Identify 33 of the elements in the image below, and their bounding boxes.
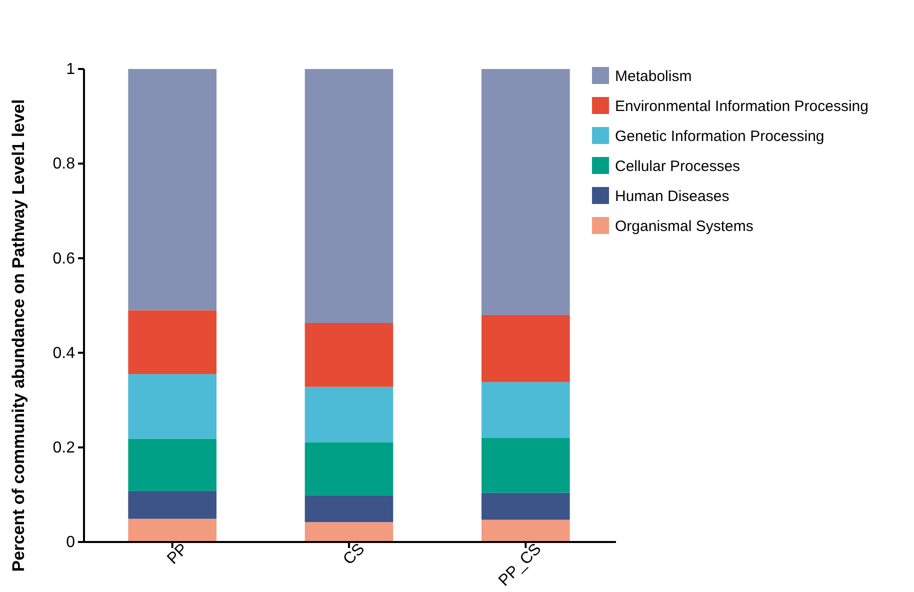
bar [482,314,570,382]
bar [128,69,216,310]
legend-label: Human Diseases [615,188,730,205]
y-tick-label: 0.2 [52,440,76,457]
bar [482,382,570,438]
bar [304,522,394,542]
bar [304,386,394,442]
bar [482,69,570,315]
y-tick-label: 0.4 [52,344,76,362]
bar [304,69,394,323]
bar [128,518,216,542]
legend-label: Genetic Information Processing [615,128,824,145]
y-axis-title: Percent of community abundance on Pathway Level1 level [9,99,28,572]
y-tick-label: 0.6 [52,250,76,268]
bar [482,438,570,493]
legend-label: Environmental Information Processing [615,98,868,115]
y-tick-label: 0.8 [52,156,76,173]
bar [304,495,394,522]
legend-label: Cellular Processes [615,158,740,175]
bar [482,492,570,520]
y-tick-label: 1 [66,61,76,78]
legend-label: Metabolism [615,68,692,85]
y-tick-label: 0 [66,534,76,552]
bar [128,374,216,439]
bar [304,323,394,387]
bar [482,520,570,542]
bar [128,490,216,519]
x-tick-label: CS [340,540,368,568]
bar [128,310,216,374]
bar [128,438,216,491]
bar [304,442,394,496]
legend-label: Organismal Systems [615,218,754,235]
x-tick-label: PP [164,540,192,568]
